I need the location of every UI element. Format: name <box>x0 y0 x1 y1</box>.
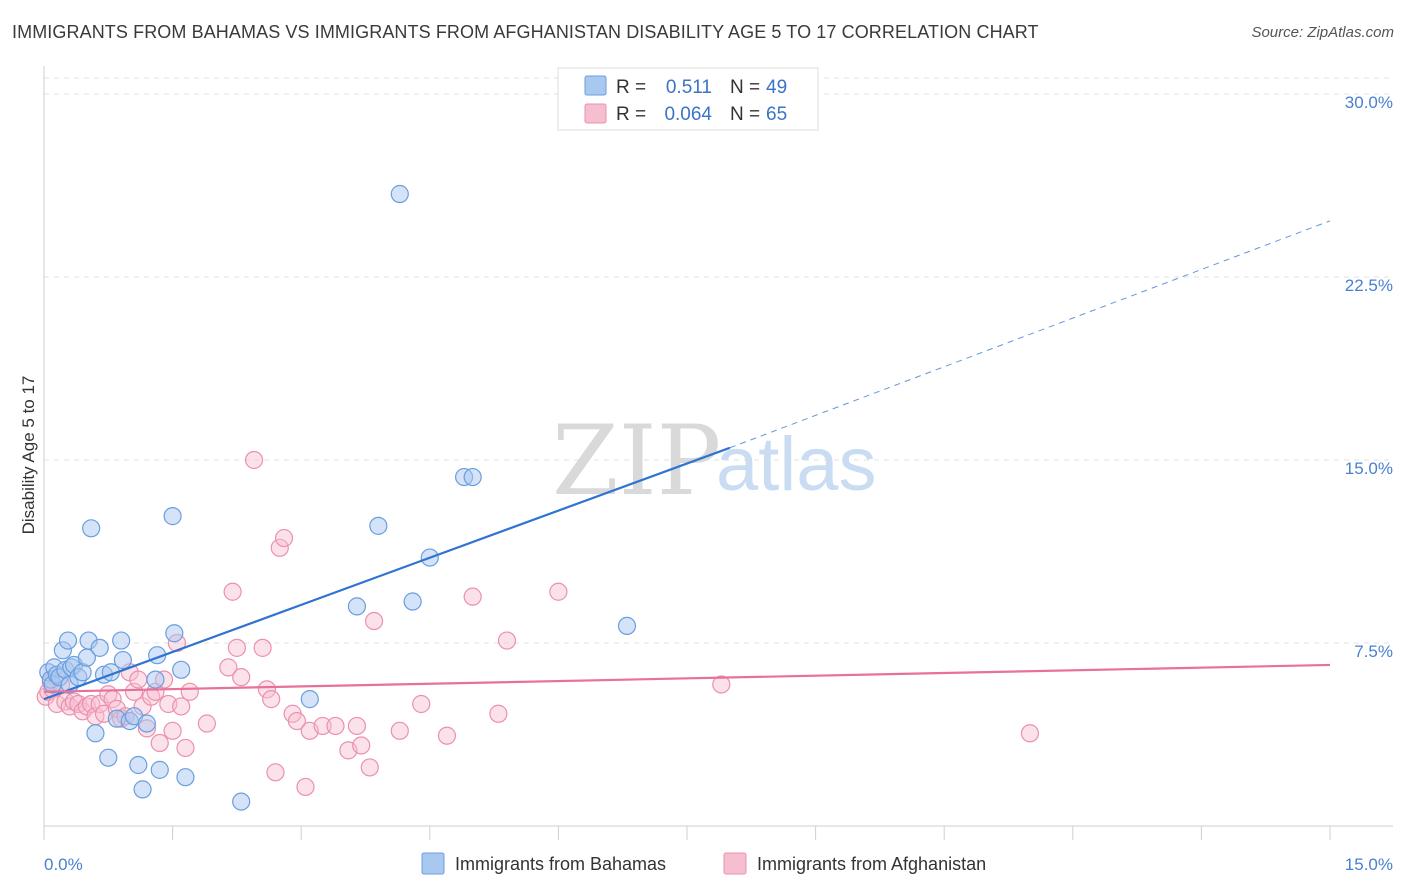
trend-line-bahamas-extension <box>729 220 1331 449</box>
point-bahamas <box>617 616 637 636</box>
point-bahamas <box>146 670 165 689</box>
trend-line-bahamas <box>43 446 731 701</box>
point-bahamas <box>403 592 422 611</box>
legend-n-value-afghanistan: 65 <box>766 104 787 125</box>
y-tick-labels: 7.5% 15.0% 22.5% 30.0% <box>1345 93 1393 661</box>
point-afghanistan <box>180 682 199 701</box>
legend: R = 0.511 N = 49 R = 0.064 N = 65 <box>557 67 819 131</box>
point-afghanistan <box>150 733 169 753</box>
point-bahamas <box>163 507 182 526</box>
point-afghanistan <box>172 697 191 716</box>
trend-lines <box>43 220 1331 701</box>
point-bahamas <box>113 650 132 670</box>
legend-r-value-bahamas: 0.511 <box>666 77 712 98</box>
legend-swatch-afghanistan <box>584 103 607 124</box>
y-tick-label: 7.5% <box>1354 642 1393 661</box>
point-afghanistan <box>270 538 289 557</box>
point-afghanistan <box>489 704 508 723</box>
point-afghanistan <box>274 528 294 548</box>
y-tick-label: 15.0% <box>1345 459 1393 478</box>
point-bahamas <box>150 760 169 779</box>
legend-swatch-bahamas <box>584 75 607 96</box>
point-bahamas <box>99 748 118 767</box>
series-bahamas-points <box>39 184 637 811</box>
grid-lines <box>44 77 1393 644</box>
point-bahamas <box>133 780 152 799</box>
series-afghanistan-points <box>36 450 1040 797</box>
x-tick-label-min: 0.0% <box>44 855 83 874</box>
point-afghanistan <box>262 690 281 709</box>
point-afghanistan <box>129 670 148 689</box>
point-afghanistan <box>390 721 409 740</box>
point-afghanistan <box>253 638 272 657</box>
point-bahamas <box>300 690 319 709</box>
point-afghanistan <box>227 638 246 657</box>
legend-n-label: N = <box>730 77 760 98</box>
point-bahamas <box>86 724 105 743</box>
point-afghanistan <box>463 587 482 606</box>
legend-n-value-bahamas: 49 <box>766 77 787 98</box>
point-afghanistan <box>244 450 264 470</box>
x-tick-label-max: 15.0% <box>1345 855 1393 874</box>
point-afghanistan <box>360 758 379 777</box>
legend-r-label: R = <box>616 77 646 98</box>
point-afghanistan <box>219 658 238 677</box>
point-bahamas <box>165 624 184 643</box>
point-afghanistan <box>223 582 242 601</box>
point-afghanistan <box>287 711 307 731</box>
legend-r-label: R = <box>616 104 646 125</box>
point-bahamas <box>172 660 191 679</box>
point-afghanistan <box>313 716 332 736</box>
point-afghanistan <box>364 611 384 631</box>
point-afghanistan <box>1020 724 1040 743</box>
chart-title: IMMIGRANTS FROM BAHAMAS VS IMMIGRANTS FR… <box>12 22 1039 42</box>
bottom-legend: Immigrants from Bahamas Immigrants from … <box>421 852 986 875</box>
point-afghanistan <box>352 736 371 755</box>
bottom-legend-swatch-bahamas <box>421 852 445 875</box>
source-credit: Source: ZipAtlas.com <box>1251 24 1394 41</box>
point-bahamas <box>390 184 409 204</box>
point-afghanistan <box>412 694 431 714</box>
point-bahamas <box>90 638 109 657</box>
point-afghanistan <box>176 738 195 758</box>
bottom-legend-label-bahamas: Immigrants from Bahamas <box>455 854 666 874</box>
point-bahamas <box>137 714 156 733</box>
point-bahamas <box>463 467 482 487</box>
point-afghanistan <box>326 716 345 736</box>
point-afghanistan <box>197 714 216 733</box>
point-bahamas <box>112 631 131 650</box>
trend-line-afghanistan <box>43 663 1331 693</box>
point-bahamas <box>82 519 101 538</box>
point-afghanistan <box>163 721 182 740</box>
point-afghanistan <box>347 716 367 736</box>
point-bahamas <box>232 792 251 811</box>
point-afghanistan <box>232 668 251 687</box>
bottom-legend-label-afghanistan: Immigrants from Afghanistan <box>757 854 986 874</box>
y-axis-label: Disability Age 5 to 17 <box>19 376 38 535</box>
point-afghanistan <box>437 726 457 745</box>
y-tick-label: 22.5% <box>1345 276 1393 295</box>
point-afghanistan <box>266 763 285 782</box>
point-bahamas <box>58 631 78 650</box>
legend-r-value-afghanistan: 0.064 <box>664 104 712 125</box>
point-afghanistan <box>497 631 517 650</box>
point-bahamas <box>129 755 148 775</box>
watermark-atlas: atlas <box>716 422 877 507</box>
point-afghanistan <box>712 675 731 694</box>
point-bahamas <box>369 516 388 535</box>
legend-n-label: N = <box>730 104 760 125</box>
point-afghanistan <box>296 777 315 797</box>
bottom-legend-swatch-afghanistan <box>723 852 747 875</box>
y-tick-label: 30.0% <box>1345 93 1393 112</box>
point-bahamas <box>347 597 367 616</box>
point-bahamas <box>176 768 195 787</box>
point-afghanistan <box>549 582 568 601</box>
point-afghanistan <box>257 680 277 699</box>
